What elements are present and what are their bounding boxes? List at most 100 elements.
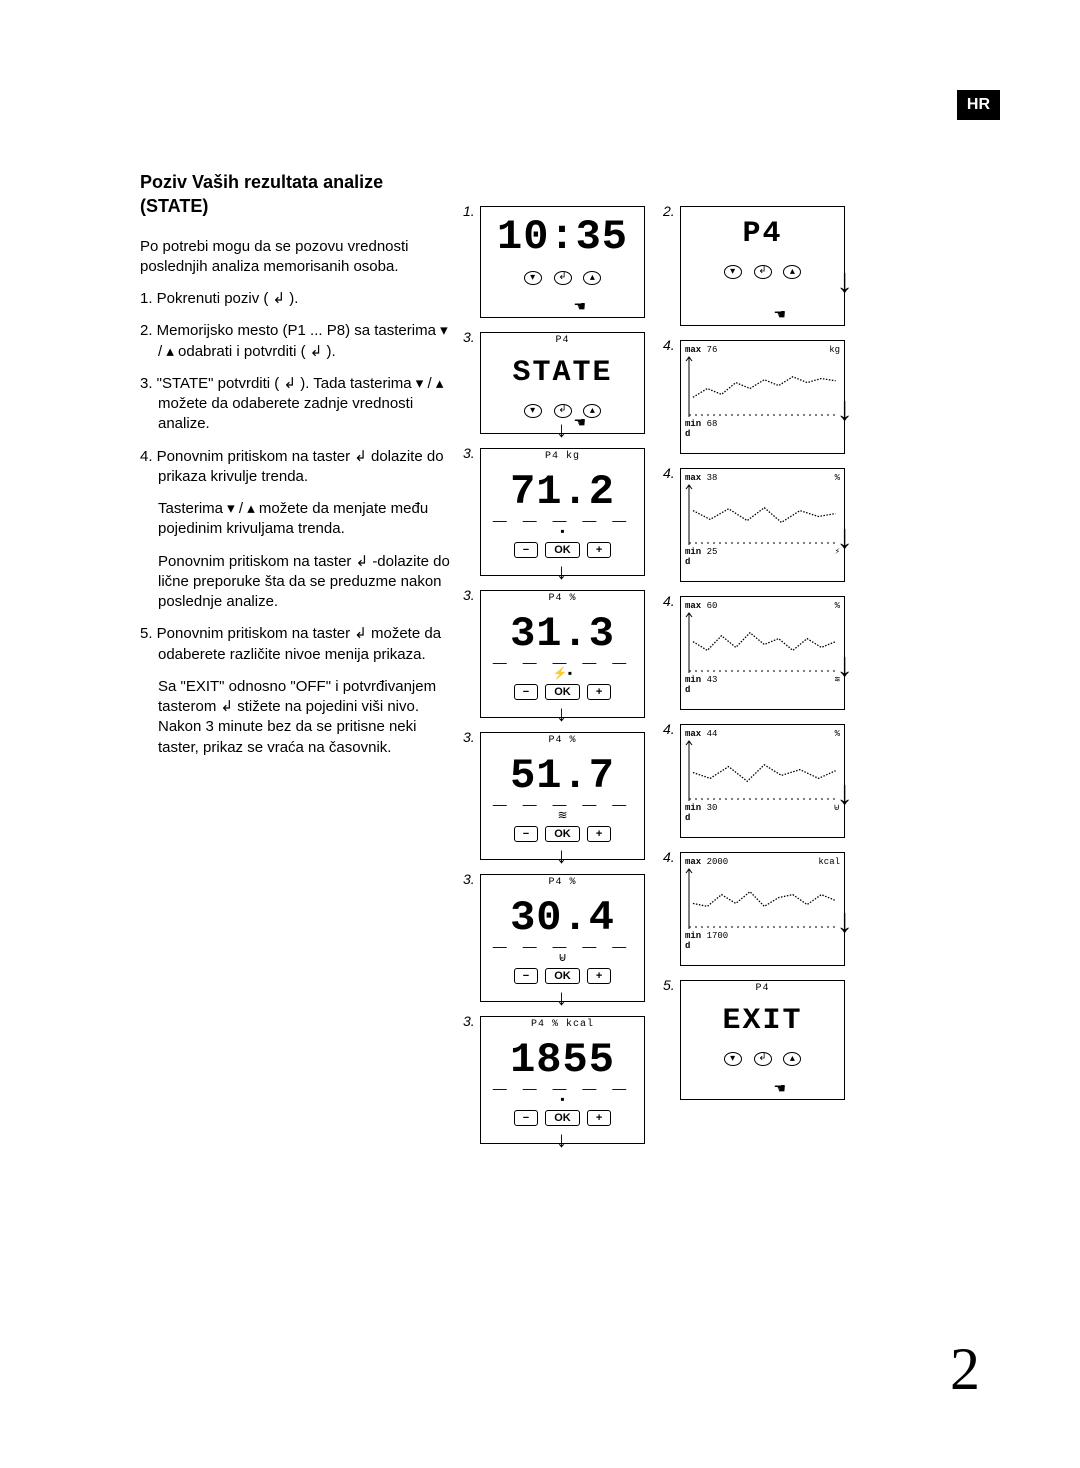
hand-icon: ☚: [573, 414, 586, 431]
trend-foot: min 43d≋: [681, 675, 844, 699]
screen-header: P4 % kcal: [481, 1017, 644, 1030]
down-button[interactable]: ▾: [724, 265, 742, 279]
lcd-screen: 5.P4EXIT ▾ ▴ ☚: [680, 980, 845, 1100]
screen-header: P4 %: [481, 733, 644, 746]
display-value: 10:35: [481, 207, 644, 263]
ok-button[interactable]: OK: [545, 826, 580, 842]
ok-button[interactable]: OK: [545, 968, 580, 984]
plus-button[interactable]: +: [587, 684, 611, 700]
hand-icon: ☚: [573, 298, 586, 315]
lcd-screen: 4. max 38% min 25d⚡: [680, 468, 845, 582]
step-number: 4.: [663, 721, 675, 737]
trend-chart: [685, 355, 840, 419]
step-1: 1. Pokrenuti poziv ( ↲ ).: [140, 289, 450, 309]
step-number: 4.: [663, 337, 675, 353]
plus-button[interactable]: +: [587, 1110, 611, 1126]
page-number: 2: [950, 1335, 980, 1404]
lcd-screen: 3. P4 %31.3— — — — —⚡▪ − OK +: [480, 590, 645, 718]
display-text: EXIT: [681, 994, 844, 1044]
display-value: 51.7: [481, 746, 644, 802]
lcd-screen: 3. P4 kg71.2— — — — —▪ − OK +: [480, 448, 645, 576]
trend-foot: min 30d⊌: [681, 803, 844, 827]
display-text: STATE: [481, 346, 644, 396]
screen-header: P4 %: [481, 591, 644, 604]
trend-chart: [685, 739, 840, 803]
lcd-screen: 1. 10:35 ▾ ▴ ☚: [480, 206, 645, 318]
lcd-screen: 3. P4 %51.7— — — — —≋ − OK +: [480, 732, 645, 860]
enter-button[interactable]: [554, 404, 572, 418]
step-number: 2.: [663, 203, 675, 219]
screen-header: P4 kg: [481, 449, 644, 462]
trend-head: max 44%: [681, 725, 844, 739]
minus-button[interactable]: −: [514, 542, 538, 558]
step-number: 3.: [463, 329, 475, 345]
trend-head: max 60%: [681, 597, 844, 611]
lcd-screen: 4. max 60% min 43d≋: [680, 596, 845, 710]
step-number: 3.: [463, 445, 475, 461]
step-number: 5.: [663, 977, 675, 993]
step-number: 3.: [463, 587, 475, 603]
ok-button[interactable]: OK: [545, 542, 580, 558]
trend-chart: [685, 867, 840, 931]
step-number: 3.: [463, 729, 475, 745]
ok-button[interactable]: OK: [545, 684, 580, 700]
lcd-screen: 4. max 76kg min 68d: [680, 340, 845, 454]
step-2: 2. Memorijsko mesto (P1 ... P8) sa taste…: [140, 321, 450, 362]
button-row: ▾ ▴ ☚: [481, 263, 644, 295]
display-value: 30.4: [481, 888, 644, 944]
up-button[interactable]: ▴: [583, 271, 601, 285]
display-text: P4: [681, 207, 844, 257]
step-number: 4.: [663, 849, 675, 865]
trend-foot: min 68d: [681, 419, 844, 443]
trend-head: max 76kg: [681, 341, 844, 355]
step-3: 3. "STATE" potvrditi ( ↲ ). Tada tasteri…: [140, 374, 450, 435]
lcd-screen: 2.P4 ▾ ▴ ☚: [680, 206, 845, 326]
trend-foot: min 25d⚡: [681, 547, 844, 571]
language-tab: HR: [957, 90, 1000, 120]
trend-head: max 38%: [681, 469, 844, 483]
trend-chart: [685, 611, 840, 675]
up-button[interactable]: ▴: [783, 265, 801, 279]
up-button[interactable]: ▴: [583, 404, 601, 418]
step-number: 3.: [463, 871, 475, 887]
enter-button[interactable]: [754, 265, 772, 279]
step-5b: Sa "EXIT" odnosno "OFF" i potvrđivanjem …: [140, 677, 450, 758]
up-button[interactable]: ▴: [783, 1052, 801, 1066]
down-button[interactable]: ▾: [724, 1052, 742, 1066]
display-value: 1855: [481, 1030, 644, 1086]
step-number: 4.: [663, 465, 675, 481]
step-number: 4.: [663, 593, 675, 609]
display-value: 31.3: [481, 604, 644, 660]
minus-button[interactable]: −: [514, 826, 538, 842]
enter-button[interactable]: [554, 271, 572, 285]
screen-header: P4: [481, 333, 644, 346]
screen-header: P4: [681, 981, 844, 994]
plus-button[interactable]: +: [587, 542, 611, 558]
button-row: ▾ ▴ ☚: [681, 1044, 844, 1076]
trend-chart: [685, 483, 840, 547]
hand-icon: ☚: [773, 1080, 786, 1097]
enter-button[interactable]: [754, 1052, 772, 1066]
lcd-screen: 4. max 44% min 30d⊌: [680, 724, 845, 838]
lcd-screen: 3. P4 % kcal1855— — — — —▪ − OK +: [480, 1016, 645, 1144]
minus-button[interactable]: −: [514, 684, 538, 700]
trend-head: max 2000kcal: [681, 853, 844, 867]
minus-button[interactable]: −: [514, 968, 538, 984]
display-value: 71.2: [481, 462, 644, 518]
lcd-screen: 4. max 2000kcal min 1700d: [680, 852, 845, 966]
minus-button[interactable]: −: [514, 1110, 538, 1126]
plus-button[interactable]: +: [587, 968, 611, 984]
down-button[interactable]: ▾: [524, 404, 542, 418]
hand-icon: ☚: [773, 306, 786, 323]
step-number: 1.: [463, 203, 475, 219]
plus-button[interactable]: +: [587, 826, 611, 842]
step-number: 3.: [463, 1013, 475, 1029]
step-5: 5. Ponovnim pritiskom na taster ↲ možete…: [140, 624, 450, 665]
ok-button[interactable]: OK: [545, 1110, 580, 1126]
step-4: 4. Ponovnim pritiskom na taster ↲ dolazi…: [140, 447, 450, 488]
down-button[interactable]: ▾: [524, 271, 542, 285]
intro-text: Po potrebi mogu da se pozovu vrednosti p…: [140, 237, 450, 278]
step-4c: Ponovnim pritiskom na taster ↲ -dolazite…: [140, 552, 450, 613]
lcd-screen: 3. P4 %30.4— — — — —⊌ − OK +: [480, 874, 645, 1002]
trend-foot: min 1700d: [681, 931, 844, 955]
